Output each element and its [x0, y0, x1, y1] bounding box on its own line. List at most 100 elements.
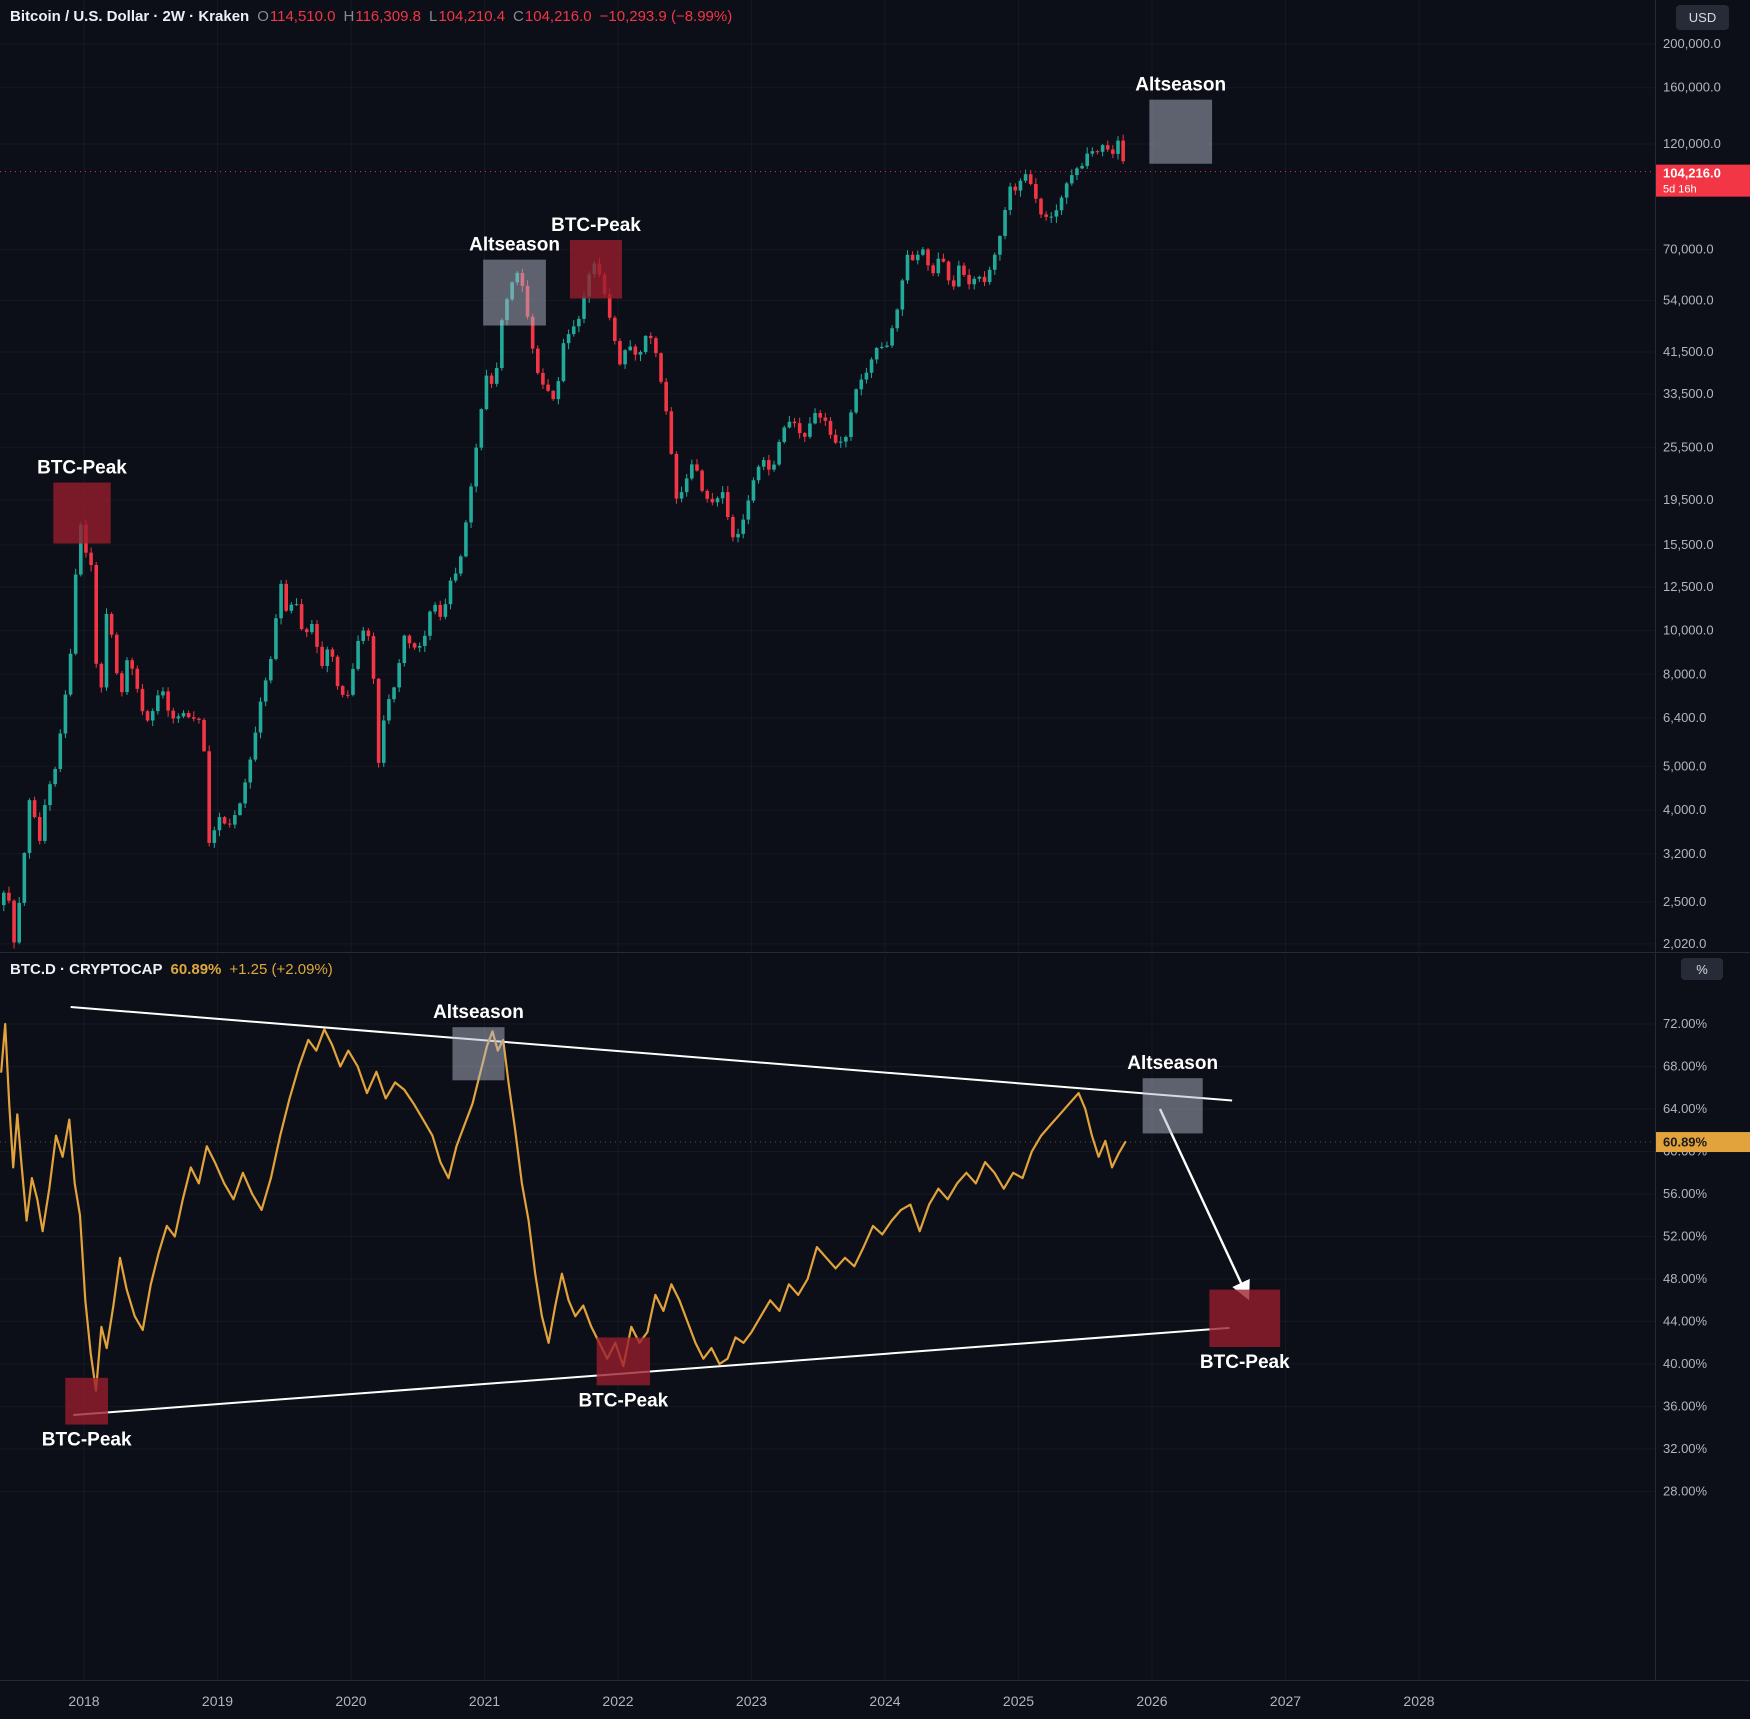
price-tick-label: 19,500.0: [1663, 492, 1714, 507]
annotation-btc-peak-box[interactable]: [53, 482, 111, 544]
candle-body: [633, 346, 638, 355]
candle-body: [489, 375, 494, 384]
candle-body: [335, 656, 340, 687]
candle-body: [741, 519, 745, 534]
candle-body: [808, 423, 812, 437]
candle-body: [1039, 198, 1043, 215]
candle-body: [736, 533, 740, 538]
price-tick-label: 6,400.0: [1663, 710, 1706, 725]
candle-body: [833, 434, 838, 443]
dominance-symbol-title[interactable]: BTC.D · CRYPTOCAP: [10, 961, 163, 978]
annotation-btc-peak-box[interactable]: [569, 240, 623, 299]
candle-body: [114, 634, 119, 674]
candle-body: [900, 280, 905, 310]
candle-body: [802, 433, 807, 437]
annotation-altseason-box[interactable]: [1149, 99, 1213, 164]
candle-body: [905, 254, 910, 281]
candle-body: [212, 830, 217, 843]
candle-body: [1090, 151, 1095, 154]
dominance-pane[interactable]: BTC-Peak Altseason BTC-Peak Altseason BTC-Pe…: [0, 1002, 1655, 1451]
price-tick-label: 120,000.0: [1663, 136, 1721, 151]
year-tick-label: 2025: [1003, 1693, 1034, 1709]
candle-body: [746, 500, 751, 520]
candle-body: [325, 649, 330, 666]
dominance-value: 60.89%: [170, 961, 222, 978]
candle-body: [207, 751, 211, 843]
candle-body: [330, 649, 335, 657]
annotation-altseason-box[interactable]: [483, 259, 546, 326]
annotation-altseason-box[interactable]: [452, 1027, 505, 1081]
price-tick-label: 12,500.0: [1663, 579, 1714, 594]
price-tick-label: 3,200.0: [1663, 846, 1706, 861]
percent-scale-button[interactable]: %: [1681, 958, 1723, 980]
candle-body: [181, 712, 186, 717]
candle-body: [63, 694, 68, 734]
candle-body: [869, 359, 874, 373]
annotation-btc-peak-box[interactable]: [65, 1377, 109, 1425]
candle-body: [315, 624, 319, 647]
candle-body: [166, 691, 170, 711]
candle-body: [94, 564, 99, 664]
dominance-tick-label: 52.00%: [1663, 1229, 1708, 1244]
price-axis-scale[interactable]: 200,000.0 160,000.0 120,000.0 70,000.0 54,00…: [1656, 36, 1750, 1499]
candle-body: [756, 466, 761, 481]
candle-body: [731, 516, 735, 538]
time-axis-scale[interactable]: 2018 2019 2020 2021 2022 2023 2024 2025 2026 2027…: [68, 1693, 1434, 1709]
annotation-btc-peak-box[interactable]: [596, 1337, 651, 1386]
candle-body: [1064, 183, 1069, 198]
candle-body: [371, 636, 376, 679]
candle-body: [186, 712, 191, 718]
symbol-title[interactable]: Bitcoin / U.S. Dollar · 2W · Kraken: [10, 8, 250, 25]
candle-body: [1018, 180, 1023, 191]
projection-arrow[interactable]: [1158, 1108, 1250, 1301]
year-tick-label: 2027: [1270, 1693, 1301, 1709]
candle-body: [931, 265, 935, 274]
candle-body: [998, 235, 1002, 255]
candle-body: [304, 629, 309, 633]
candle-body: [890, 328, 894, 346]
trendline[interactable]: [70, 1006, 1233, 1102]
gridlines: [0, 0, 1655, 1680]
candle-body: [535, 348, 540, 373]
candle-body: [1069, 175, 1074, 184]
candle-body: [397, 663, 401, 688]
candle-body: [910, 254, 915, 261]
candle-body: [1, 892, 6, 906]
candle-body: [1105, 145, 1110, 150]
candle-body: [130, 660, 134, 669]
year-tick-label: 2018: [68, 1693, 99, 1709]
annotation-altseason-box[interactable]: [1142, 1078, 1203, 1134]
candle-body: [438, 604, 443, 617]
candle-body: [37, 817, 42, 841]
candle-body: [279, 583, 283, 619]
candle-body: [546, 384, 550, 391]
candle-body: [941, 258, 946, 262]
year-tick-label: 2024: [869, 1693, 900, 1709]
ohlc-close: C 104,216.0: [513, 8, 592, 25]
dominance-tick-label: 32.00%: [1663, 1441, 1708, 1456]
candle-body: [530, 316, 535, 349]
candle-body: [68, 653, 73, 695]
candle-body: [751, 480, 756, 501]
annotation-btc-peak-box[interactable]: [1209, 1289, 1281, 1347]
candle-body: [484, 375, 489, 410]
candle-body: [268, 659, 273, 681]
trendline[interactable]: [73, 1326, 1230, 1416]
candle-body: [674, 453, 679, 499]
candle-body: [767, 460, 771, 470]
candle-body: [253, 732, 258, 760]
candle-body: [1085, 153, 1090, 166]
candle-body: [541, 372, 545, 385]
annotation-label: BTC-Peak: [578, 1390, 668, 1411]
candle-body: [761, 460, 766, 467]
currency-toggle-button[interactable]: USD: [1676, 5, 1729, 30]
candle-body: [684, 478, 689, 493]
candle-body: [407, 635, 412, 644]
candle-body: [1049, 216, 1054, 218]
candle-body: [648, 335, 653, 339]
annotation-label: Altseason: [1135, 75, 1226, 96]
candle-body: [104, 613, 109, 688]
